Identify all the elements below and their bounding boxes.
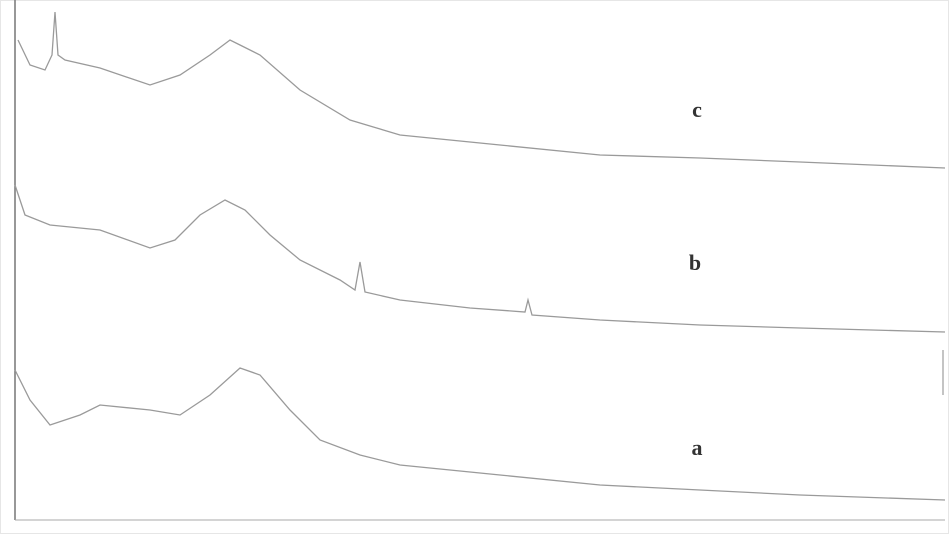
series-line xyxy=(14,184,946,333)
series-line xyxy=(14,367,946,501)
series-label: b xyxy=(689,250,701,275)
series-line xyxy=(17,11,946,169)
series-label: c xyxy=(692,97,702,122)
series-label: a xyxy=(692,435,703,460)
